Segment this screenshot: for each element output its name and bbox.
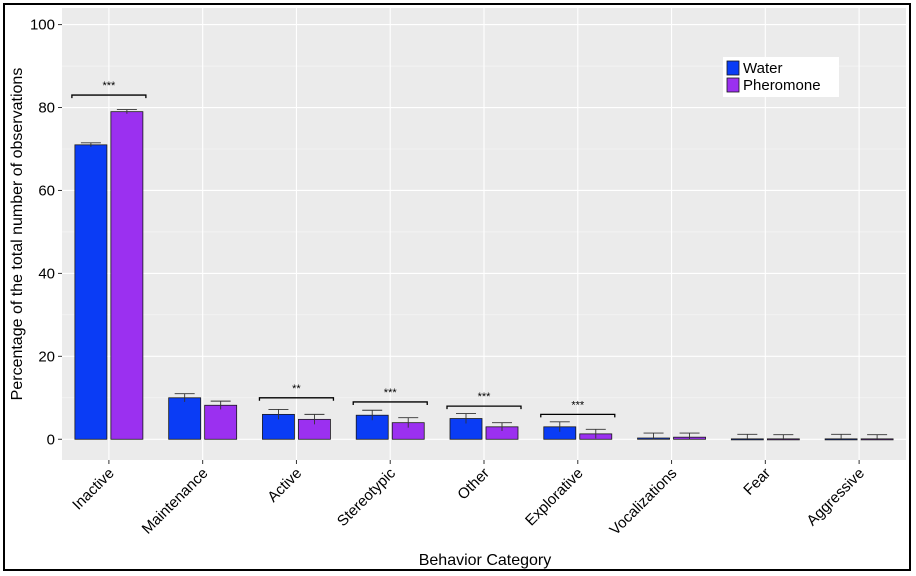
significance-label: *** [384, 387, 398, 399]
legend-key-pheromone [726, 77, 740, 93]
bars [74, 111, 894, 441]
error-bar-water-fear [737, 433, 758, 440]
bar-water-inactive [74, 144, 108, 440]
legend-background [723, 57, 839, 97]
significance-bracket-active: ** [258, 383, 335, 401]
error-bar-pheromone-active [304, 413, 325, 425]
x-tick-label-explorative: Explorative [522, 465, 586, 529]
bar-water-maintenance [168, 397, 202, 440]
error-bar-pheromone-stereotypic [398, 417, 419, 428]
bracket-line [540, 413, 616, 418]
y-tick-label: 60 [38, 182, 55, 199]
x-tick-label-aggressive: Aggressive [803, 465, 867, 529]
x-tick-label-maintenance: Maintenance [139, 465, 212, 538]
error-bar-pheromone-fear [773, 434, 794, 440]
error-bar-pheromone-other [492, 422, 512, 431]
error-bar-water-stereotypic [362, 409, 383, 421]
error-bar-pheromone-inactive [116, 109, 137, 114]
error-bar-pheromone-maintenance [210, 400, 231, 410]
error-bar-pheromone-explorative [585, 428, 606, 439]
x-tick-label-vocalizations: Vocalizations [606, 465, 680, 539]
error-bars [80, 109, 888, 440]
significance-bracket-stereotypic: *** [352, 387, 428, 405]
error-bar-water-explorative [549, 421, 570, 432]
error-bar-water-active [268, 408, 289, 420]
significance-label: *** [478, 391, 492, 403]
significance-brackets: ***** *** ****** [71, 80, 616, 418]
y-tick-label: 0 [47, 431, 55, 448]
grid-lines [62, 8, 906, 460]
x-tick-label-other: Other [454, 465, 493, 504]
bar-pheromone-inactive [110, 111, 144, 440]
x-tick-label-active: Active [264, 465, 305, 506]
error-bar-pheromone-aggressive [867, 434, 888, 440]
significance-label: *** [102, 80, 116, 92]
bracket-line [446, 405, 522, 410]
y-tick-label: 100 [30, 17, 55, 34]
y-tick-label: 20 [38, 348, 55, 365]
bracket-line [71, 94, 147, 99]
significance-bracket-explorative: *** [540, 399, 616, 418]
x-axis: Inactive Maintenance Active Stereotypic Othe… [69, 460, 868, 539]
x-tick-label-stereotypic: Stereotypic [334, 464, 399, 529]
legend-key-water [726, 60, 740, 76]
bracket-line [352, 401, 428, 405]
error-bar-water-inactive [80, 142, 101, 147]
error-bar-water-vocalizations [643, 432, 664, 440]
error-bar-pheromone-vocalizations [679, 432, 700, 440]
x-axis-title: Behavior Category [419, 552, 552, 569]
bar-water-active [262, 413, 295, 440]
x-tick-label-inactive: Inactive [69, 465, 118, 514]
significance-label: ** [292, 383, 301, 395]
figure-frame [3, 3, 911, 571]
legend-label-water: Water [743, 60, 782, 77]
bar-water-stereotypic [355, 414, 389, 440]
bracket-line [258, 397, 335, 401]
significance-label: *** [571, 399, 585, 411]
x-tick-label-fear: Fear [740, 465, 774, 499]
y-tick-label: 80 [38, 100, 55, 117]
y-tick-label: 40 [38, 265, 55, 282]
significance-bracket-other: *** [446, 391, 522, 410]
y-axis-title: Percentage of the total number of observ… [9, 68, 26, 401]
significance-bracket-inactive: *** [71, 80, 147, 99]
error-bar-water-maintenance [174, 393, 195, 402]
y-axis: 0 20 40 60 80 100 [30, 17, 62, 448]
error-bar-water-other [456, 413, 476, 424]
error-bar-water-aggressive [831, 433, 852, 440]
bar-pheromone-maintenance [204, 404, 238, 440]
legend-label-pheromone: Pheromone [743, 77, 821, 94]
